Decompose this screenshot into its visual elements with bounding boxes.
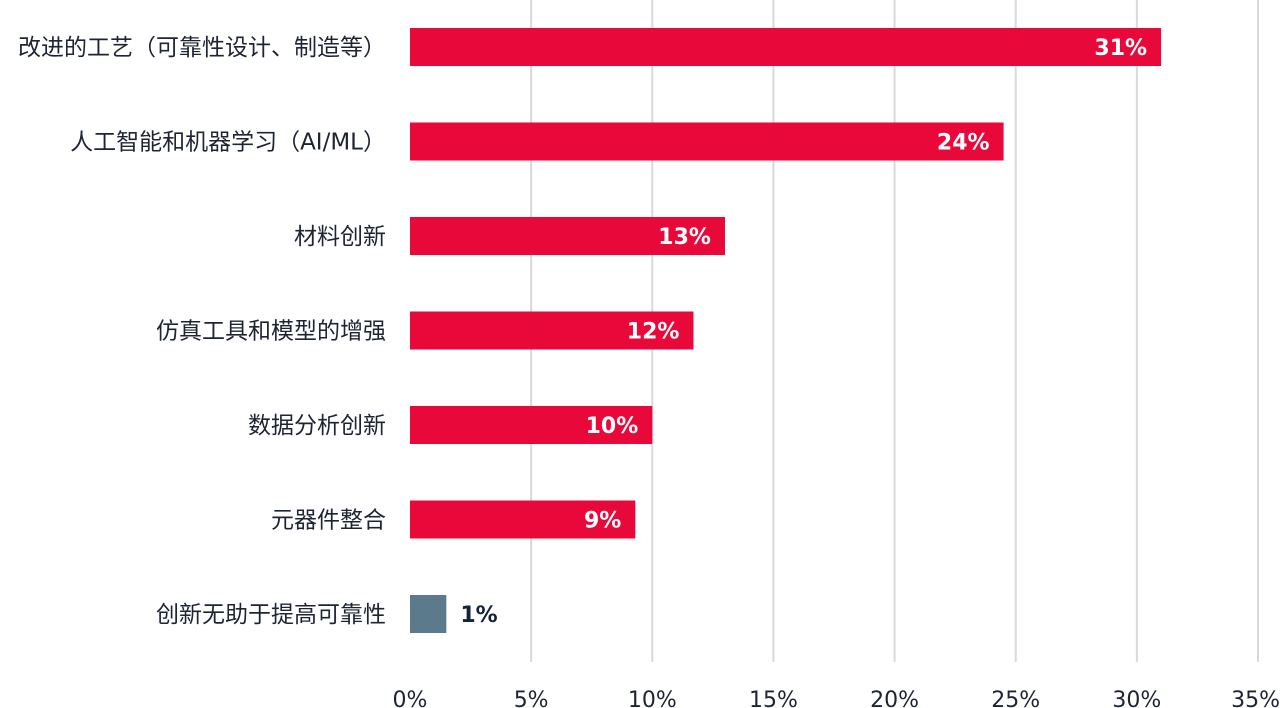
bar [410,500,636,539]
category-labels: 改进的工艺（可靠性设计、制造等） 人工智能和机器学习（AI/ML） 材料创新仿真工具… [18,35,386,628]
x-axis-tick-labels: 0% 5% 10% 15% 20% 25% 30% 35% [393,688,1280,708]
value-label: 10% [586,414,639,439]
value-label: 24% [937,131,990,156]
category-label: 材料创新 [294,224,386,250]
value-label: 12% [627,320,680,345]
value-labels: 31% 24% 13% 12% 10% 9% 1% [460,36,1147,628]
x-tick-label: 5% [514,688,549,708]
value-label: 1% [460,603,497,628]
bar [410,406,653,444]
category-label: 改进的工艺（可靠性设计、制造等） [18,35,386,61]
category-label: 元器件整合 [271,508,386,534]
bar [410,217,725,255]
value-label: 13% [658,225,711,250]
grid-lines [530,0,1259,662]
x-tick-label: 0% [393,688,428,708]
x-tick-label: 10% [628,688,677,708]
x-tick-label: 20% [870,688,919,708]
x-tick-label: 25% [991,688,1040,708]
bar [410,311,694,350]
bars [410,28,1162,633]
category-label: 创新无助于提高可靠性 [156,602,386,628]
category-label: 仿真工具和模型的增强 [156,319,386,345]
value-label: 9% [584,509,621,534]
x-tick-label: 35% [1231,688,1280,708]
value-label: 31% [1094,36,1147,61]
category-label: 数据分析创新 [248,413,386,439]
x-tick-label: 30% [1112,688,1161,708]
bar [410,28,1162,66]
x-tick-label: 15% [749,688,798,708]
category-label: 人工智能和机器学习（AI/ML） [70,130,386,156]
bar [410,122,1004,161]
bar [410,595,447,633]
